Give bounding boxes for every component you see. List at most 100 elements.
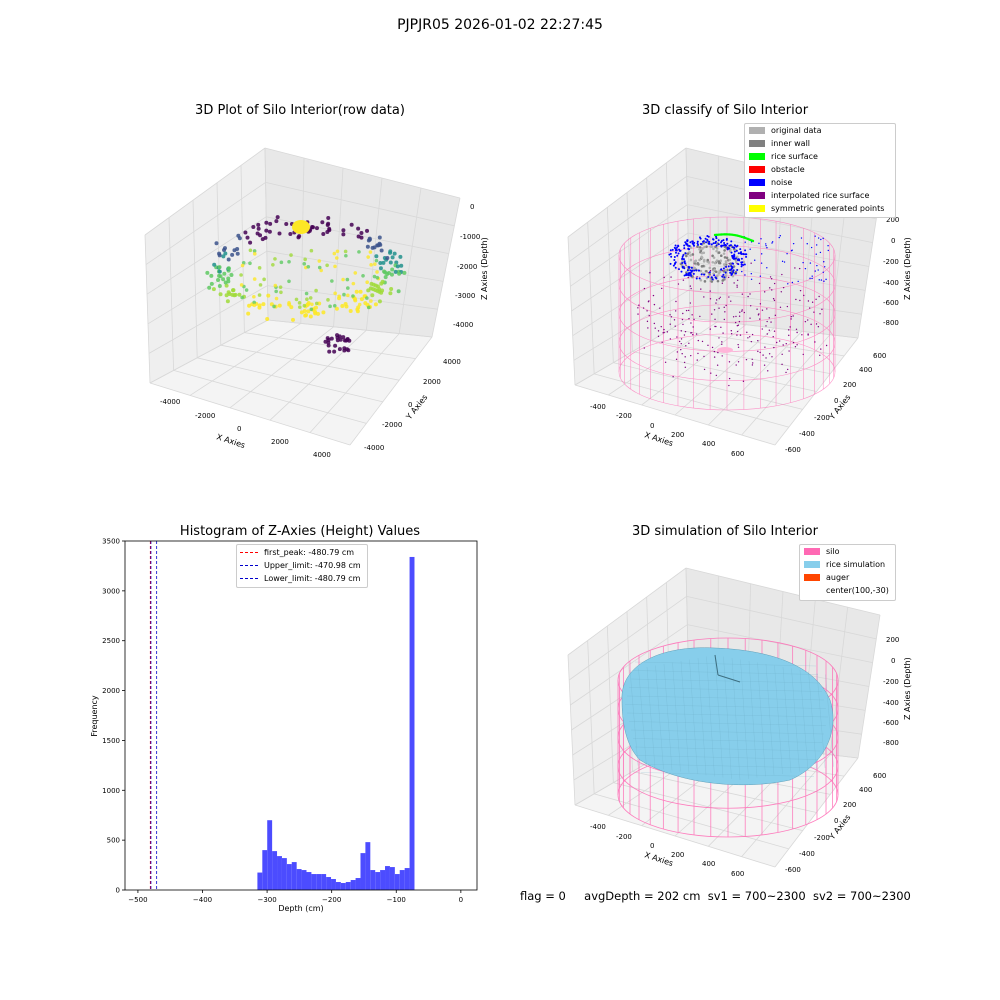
classified-point — [730, 240, 733, 243]
rice-mesh-line — [629, 669, 639, 766]
classified-point — [673, 256, 676, 259]
scatter-point — [381, 260, 386, 265]
classified-point — [723, 256, 727, 259]
scatter-point — [389, 272, 394, 277]
histogram-xlabel: Depth (cm) — [278, 904, 323, 913]
classified-point — [678, 250, 681, 253]
scatter-point — [343, 249, 348, 254]
classified-point — [700, 242, 703, 245]
classified-point — [680, 270, 683, 273]
rice-mesh-line — [731, 657, 741, 781]
panel2-legend-item: obstacle — [749, 163, 891, 176]
panel2-legend-item: interpolated rice surface — [749, 189, 891, 202]
histogram-bar — [394, 874, 400, 890]
histogram-bar — [385, 866, 390, 890]
scatter-point — [365, 280, 369, 285]
scatter-point — [374, 258, 379, 263]
classified-point — [762, 354, 764, 356]
scatter-point — [357, 302, 362, 307]
classified-point — [814, 270, 816, 272]
scatter-point — [217, 253, 222, 258]
scatter-point — [241, 260, 246, 265]
classified-point — [799, 299, 801, 302]
classified-point — [692, 326, 694, 328]
scatter-point — [397, 271, 402, 276]
classified-point — [685, 345, 687, 347]
classified-point — [685, 243, 688, 246]
scatter-point — [310, 302, 314, 307]
classified-point — [717, 251, 721, 254]
classified-point — [728, 296, 730, 298]
scatter-point — [402, 270, 407, 275]
classified-point — [732, 270, 735, 273]
histogram-bar — [380, 870, 386, 890]
classified-point — [697, 263, 700, 266]
scatter-point — [349, 222, 354, 227]
classified-point — [715, 249, 718, 253]
histogram-xtick: −300 — [257, 896, 276, 904]
panel1-points — [205, 215, 407, 354]
p2-ztick-1: 0 — [891, 237, 895, 245]
panel1-grid — [144, 147, 461, 446]
scatter-point — [257, 266, 262, 270]
classified-point — [676, 246, 679, 249]
classified-point — [703, 245, 706, 249]
scatter-point — [346, 348, 351, 353]
scatter-point — [226, 276, 231, 281]
panel4-legend-list: silo rice simulation auger center(100,-30) — [800, 545, 895, 597]
classified-point — [765, 325, 767, 327]
rice-mesh-line — [740, 659, 749, 779]
classified-point — [818, 279, 820, 281]
classified-point — [717, 243, 720, 246]
scatter-point — [377, 235, 382, 240]
panel2-legend-item: noise — [749, 176, 891, 189]
classified-point — [781, 363, 783, 366]
classified-point — [725, 256, 729, 260]
legend-swatch — [749, 192, 765, 199]
classified-point — [765, 357, 767, 359]
classified-point — [653, 303, 656, 306]
classified-point — [807, 334, 809, 336]
scatter-point — [223, 280, 228, 285]
classified-point — [705, 269, 708, 273]
scatter-point — [294, 297, 299, 302]
scatter-point — [359, 231, 364, 236]
histogram-bar — [409, 556, 415, 890]
classified-point — [709, 328, 711, 330]
classified-point — [715, 299, 718, 301]
legend-label: Upper_limit: -470.98 cm — [264, 560, 361, 570]
classified-point — [676, 351, 679, 353]
classified-point — [731, 262, 734, 265]
classified-point — [722, 267, 725, 270]
classified-point — [643, 287, 646, 290]
histogram-bar — [262, 850, 268, 890]
panel2-left-pane — [568, 148, 690, 385]
scatter-point — [332, 303, 337, 308]
classified-point — [701, 240, 704, 243]
footer-flag: flag = 0 — [520, 889, 566, 903]
scatter-point — [229, 273, 234, 278]
classified-point — [684, 241, 687, 244]
classified-point — [770, 278, 773, 280]
p4-xtick-2: 0 — [650, 842, 654, 850]
classified-point — [672, 375, 674, 378]
p2-ytick-5: 400 — [859, 366, 872, 374]
classified-point — [749, 317, 751, 319]
classified-point — [779, 306, 782, 308]
classified-point — [682, 312, 684, 315]
scatter-point — [279, 260, 284, 265]
histogram-bar — [355, 878, 361, 890]
classified-point — [715, 247, 719, 250]
classified-point — [680, 342, 682, 345]
classified-point — [719, 296, 721, 298]
scatter-point — [267, 229, 272, 234]
classified-point — [695, 277, 698, 280]
classified-point — [716, 279, 720, 283]
scatter-point — [325, 263, 329, 268]
legend-line-swatch — [240, 564, 258, 566]
p2-xtick-4: 400 — [702, 440, 715, 448]
classified-point — [680, 348, 682, 351]
scatter-point — [226, 257, 231, 262]
classified-point — [739, 334, 742, 336]
scatter-point — [225, 299, 230, 304]
